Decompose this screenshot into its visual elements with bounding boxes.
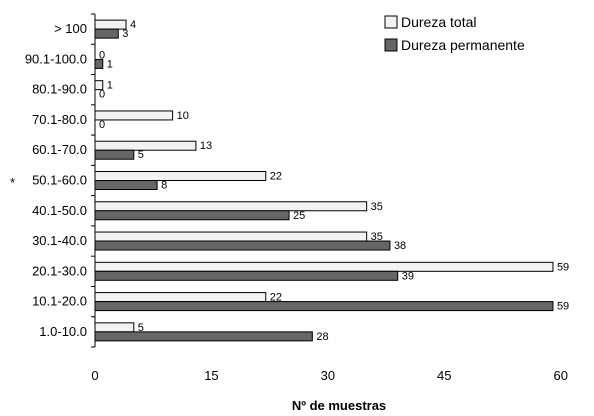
bars-layer: [94, 19, 554, 342]
data-label-dureza-permanente-6: 25: [293, 210, 305, 222]
category-label-60-1-70-0: 60.1-70.0: [32, 142, 87, 157]
x-tick-label-0: 0: [91, 368, 98, 383]
data-label-dureza-total-1: 0: [99, 49, 105, 61]
stray-mark: *: [10, 175, 15, 190]
bar-dureza-permanente-8: [94, 270, 399, 281]
legend: Dureza total Dureza permanente: [384, 14, 525, 53]
bar-dureza-permanente-7: [94, 240, 391, 251]
bar-dureza-total-8: [94, 261, 554, 272]
data-label-dureza-total-0: 4: [130, 19, 136, 31]
bar-dureza-total-4: [94, 140, 197, 151]
data-label-dureza-permanente-0: 3: [122, 28, 128, 40]
category-label-10-1-20-0: 10.1-20.0: [32, 294, 87, 309]
data-label-dureza-permanente-8: 39: [402, 270, 414, 282]
category-label-20-1-30-0: 20.1-30.0: [32, 263, 87, 278]
category-label-1-0-10-0: 1.0-10.0: [39, 324, 87, 339]
legend-swatch-dureza-total: [384, 15, 398, 29]
data-label-dureza-total-6: 35: [371, 201, 383, 213]
data-label-dureza-total-9: 22: [270, 292, 282, 304]
category-label-30-1-40-0: 30.1-40.0: [32, 233, 87, 248]
category-label-50-1-60-0: 50.1-60.0: [32, 173, 87, 188]
bar-dureza-total-3: [94, 110, 174, 121]
data-label-dureza-permanente-4: 5: [138, 149, 144, 161]
data-label-dureza-total-8: 59: [557, 261, 569, 273]
bar-dureza-total-5: [94, 171, 267, 181]
x-tick-label-45: 45: [437, 368, 451, 383]
data-label-dureza-total-4: 13: [200, 140, 212, 152]
x-axis-title: Nº de muestras: [292, 398, 386, 413]
bar-dureza-total-6: [94, 201, 368, 212]
x-tick-label-60: 60: [553, 368, 567, 383]
data-label-dureza-permanente-5: 8: [161, 180, 167, 192]
x-tick-labels-layer: 0 15 30 45 60: [91, 368, 568, 383]
data-label-dureza-permanente-1: 1: [107, 58, 113, 70]
data-label-dureza-permanente-3: 0: [99, 119, 105, 131]
x-tick-label-15: 15: [204, 368, 218, 383]
bar-dureza-permanente-0: [94, 28, 119, 39]
data-label-dureza-permanente-9: 59: [557, 301, 569, 313]
category-label-40-1-50-0: 40.1-50.0: [32, 203, 87, 218]
bar-dureza-total-9: [94, 292, 267, 303]
category-labels-layer: > 100 90.1-100.0 80.1-90.0 70.1-80.0 60.1-70…: [25, 21, 87, 339]
x-tick-label-30: 30: [321, 368, 335, 383]
data-label-dureza-total-3: 10: [177, 110, 189, 122]
category-label-100: > 100: [54, 21, 87, 36]
y-ticks-layer: [91, 13, 95, 348]
category-label-90-1-100-0: 90.1-100.0: [25, 51, 87, 66]
data-label-dureza-total-2: 1: [107, 80, 113, 92]
data-label-dureza-permanente-10: 28: [316, 331, 328, 343]
data-label-dureza-total-10: 5: [138, 322, 144, 334]
category-label-80-1-90-0: 80.1-90.0: [32, 82, 87, 97]
data-label-dureza-permanente-7: 38: [394, 240, 406, 252]
category-label-70-1-80-0: 70.1-80.0: [32, 112, 87, 127]
bar-dureza-permanente-6: [94, 210, 290, 221]
bar-dureza-permanente-9: [94, 301, 554, 312]
data-label-dureza-total-5: 22: [270, 171, 282, 183]
bar-dureza-total-10: [94, 322, 135, 333]
data-label-dureza-permanente-2: 0: [99, 89, 105, 101]
bar-dureza-permanente-4: [94, 149, 135, 160]
data-label-dureza-total-7: 35: [371, 231, 383, 243]
legend-swatch-dureza-permanente: [384, 38, 398, 52]
legend-label-dureza-permanente: Dureza permanente: [401, 37, 525, 53]
legend-label-dureza-total: Dureza total: [401, 14, 476, 30]
bar-dureza-permanente-5: [94, 180, 158, 190]
bar-dureza-total-7: [94, 231, 368, 242]
bar-dureza-permanente-10: [94, 331, 313, 342]
